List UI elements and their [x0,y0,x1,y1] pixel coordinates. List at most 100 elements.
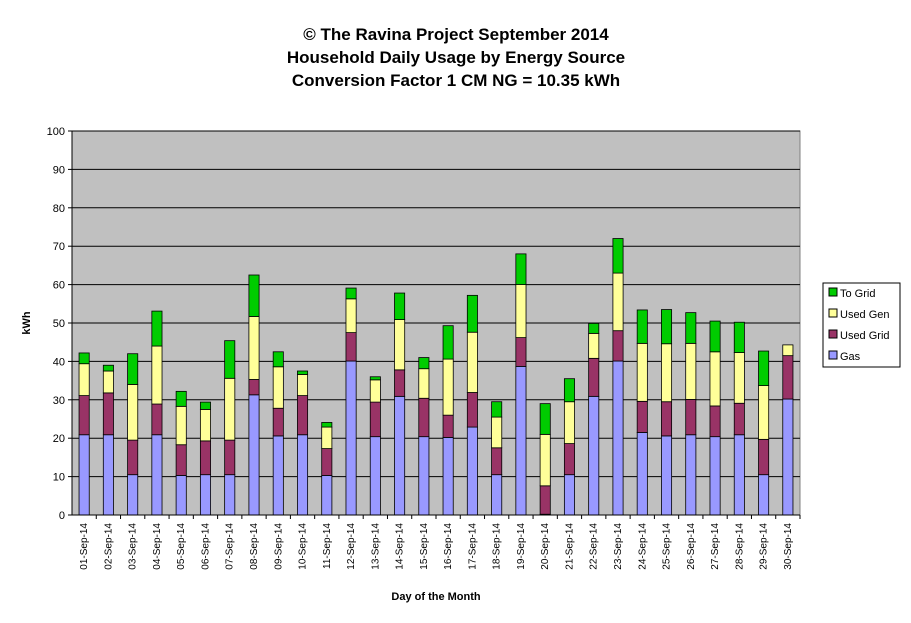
bar-segment-used-grid [442,414,454,438]
bar-segment-to-grid [636,309,648,344]
y-tick-label: 100 [47,126,65,138]
x-tick-label: 02-Sep-14 [103,523,114,570]
bar-segment-gas [418,436,430,516]
bar-segment-used-grid [685,399,697,436]
bar-segment-used-gen [466,331,478,393]
bar-segment-used-grid [151,403,163,436]
bar-segment-used-grid [369,401,381,438]
x-tick-label: 28-Sep-14 [734,523,745,570]
bar-segment-used-grid [588,357,600,397]
bar-segment-used-grid [175,444,187,476]
bar-segment-gas [515,365,527,516]
bar-segment-gas [758,474,770,516]
x-tick-label: 27-Sep-14 [710,523,721,570]
bar-segment-used-gen [394,319,406,371]
bar-segment-to-grid [466,294,478,333]
bar-segment-used-gen [345,298,357,334]
y-tick-label: 80 [53,203,65,215]
legend-swatch-used-gen [828,308,838,318]
bar-segment-used-grid [102,392,114,436]
title-line-2: Household Daily Usage by Energy Source [287,48,625,67]
x-tick-label: 03-Sep-14 [128,523,139,570]
x-tick-label: 08-Sep-14 [249,523,260,570]
bar-segment-used-gen [297,374,309,396]
x-tick-label: 12-Sep-14 [346,523,357,570]
bar-segment-used-gen [442,358,454,416]
bar-segment-gas [272,435,284,516]
legend-swatch-gas [828,350,838,360]
bar-segment-gas [151,434,163,516]
x-tick-label: 14-Sep-14 [395,523,406,570]
bar-segment-gas [709,436,721,516]
bar-segment-used-grid [466,392,478,428]
bar-segment-to-grid [709,320,721,353]
bar-segment-used-grid [636,400,648,433]
bar-segment-used-gen [321,426,333,449]
bar-segment-to-grid [733,321,745,353]
bar-segment-used-gen [612,272,624,332]
bar-segment-to-grid [151,310,163,347]
bar-segment-to-grid [78,352,90,365]
x-tick-label: 07-Sep-14 [225,523,236,570]
bar-segment-to-grid [369,376,381,381]
legend: To Grid Used Gen Used Grid Gas [822,282,901,368]
bar-segment-to-grid [127,353,139,385]
bar-segment-to-grid [563,378,575,403]
x-tick-label: 16-Sep-14 [443,523,454,570]
bar-segment-to-grid [685,312,697,344]
bar-segment-used-gen [127,384,139,441]
bar-segment-used-gen [685,342,697,400]
bar-segment-to-grid [321,422,333,428]
bar-segment-used-grid [733,402,745,436]
y-axis-ticks: 0 10 20 30 40 50 60 70 80 90 100 [47,126,72,522]
bar-segment-to-grid [612,238,624,274]
bar-segment-gas [394,395,406,516]
bar-segment-used-gen [199,408,211,442]
bar-segment-used-grid [418,397,430,438]
x-tick-label: 13-Sep-14 [370,523,381,570]
bar-segment-used-grid [515,337,527,367]
y-tick-label: 90 [53,164,65,176]
bar-segment-used-grid [78,395,90,436]
legend-label-to-grid: To Grid [840,288,875,300]
bar-segment-used-gen [563,401,575,444]
x-tick-label: 23-Sep-14 [613,523,624,570]
bar-segment-used-gen [661,343,673,403]
bar-segment-used-grid [272,407,284,437]
bar-segment-used-gen [78,363,90,396]
bar-segment-used-gen [224,377,236,441]
x-tick-label: 20-Sep-14 [540,523,551,570]
bar-segment-gas [102,434,114,516]
bar-segment-used-grid [127,439,139,476]
legend-label-used-grid: Used Grid [840,330,890,342]
bar-segment-used-grid [394,369,406,397]
x-tick-label: 17-Sep-14 [467,523,478,570]
y-tick-label: 40 [53,356,65,368]
bar-segment-to-grid [442,325,454,360]
bar-segment-used-gen [418,368,430,399]
bar-segment-used-gen [491,416,503,449]
bar-segment-used-grid [345,332,357,362]
x-tick-label: 10-Sep-14 [298,523,309,570]
bar-segment-used-grid [199,440,211,476]
x-tick-label: 24-Sep-14 [637,523,648,570]
bar-segment-gas [782,398,794,516]
bar-segment-to-grid [272,351,284,368]
x-tick-label: 09-Sep-14 [273,523,284,570]
x-tick-label: 18-Sep-14 [492,523,503,570]
y-tick-label: 50 [53,318,65,330]
bar-segment-used-gen [733,352,745,404]
bar-segment-used-gen [175,405,187,446]
y-tick-label: 10 [53,472,65,484]
bar-segment-used-grid [297,395,309,436]
x-axis-ticks: 01-Sep-14 02-Sep-14 03-Sep-14 04-Sep-14 05-S… [79,515,801,570]
bar-segment-used-gen [515,284,527,338]
y-axis-label: kWh [21,311,33,335]
bar-segment-used-grid [224,439,236,476]
x-tick-label: 15-Sep-14 [419,523,430,570]
bar-segment-used-grid [612,330,624,362]
bar-segment-used-grid [782,355,794,400]
bar-segment-gas [685,434,697,516]
bar-segment-gas [248,394,260,516]
bar-segment-used-grid [563,443,575,476]
